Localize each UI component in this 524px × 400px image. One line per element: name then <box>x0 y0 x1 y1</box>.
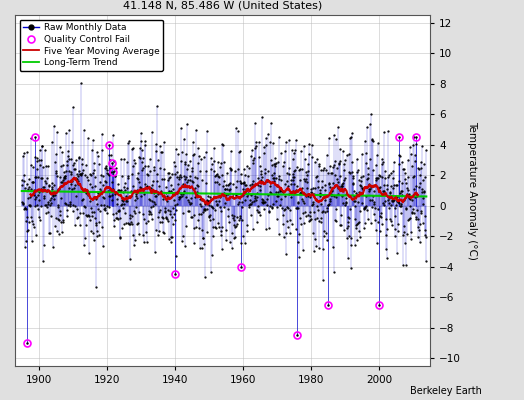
Text: 41.148 N, 85.486 W (United States): 41.148 N, 85.486 W (United States) <box>123 1 322 11</box>
Y-axis label: Temperature Anomaly (°C): Temperature Anomaly (°C) <box>467 121 477 260</box>
Legend: Raw Monthly Data, Quality Control Fail, Five Year Moving Average, Long-Term Tren: Raw Monthly Data, Quality Control Fail, … <box>19 20 163 71</box>
Text: Berkeley Earth: Berkeley Earth <box>410 386 482 396</box>
